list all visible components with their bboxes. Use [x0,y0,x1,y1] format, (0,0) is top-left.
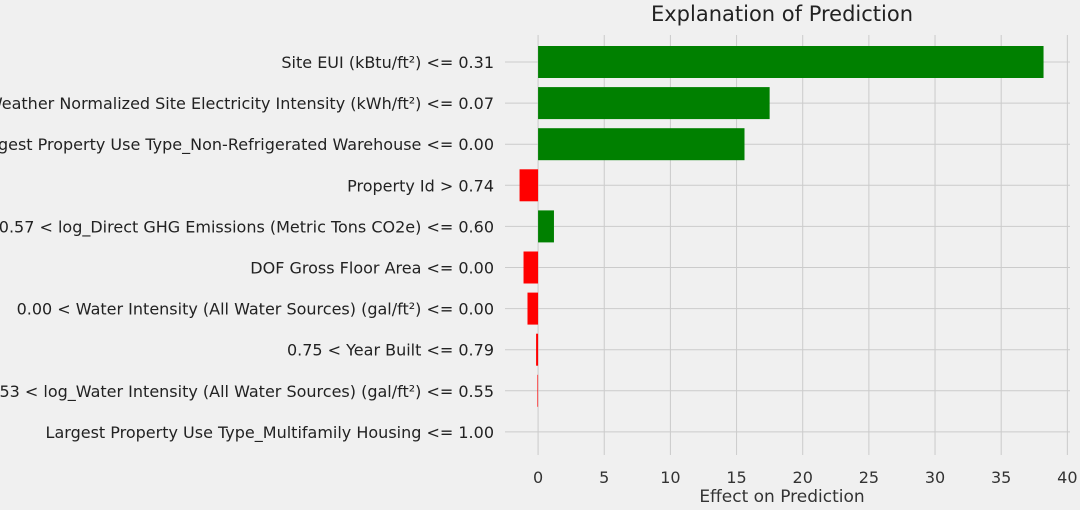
bar [537,374,539,407]
x-tick-label: 40 [1057,468,1077,487]
chart-title: Explanation of Prediction [651,2,913,26]
x-tick-label: 15 [726,468,746,487]
bar [538,128,745,161]
category-label: 0.57 < log_Direct GHG Emissions (Metric … [0,217,494,237]
bar [527,292,539,325]
bar [538,210,554,243]
bar [538,87,770,120]
bar [538,46,1044,78]
x-tick-labels: 0 5 10 15 20 25 30 35 40 [533,468,1078,487]
x-tick-label: 25 [859,468,879,487]
x-axis-label: Effect on Prediction [699,487,864,507]
category-label: 0.53 < log_Water Intensity (All Water So… [0,382,494,402]
category-labels: Site EUI (kBtu/ft²) <= 0.31 Weather Norma… [0,53,494,443]
bar [519,169,539,202]
category-label: 0.00 < Water Intensity (All Water Source… [17,300,494,319]
x-tick-label: 10 [660,468,680,487]
bar [536,333,539,366]
category-label: Property Id > 0.74 [347,176,494,195]
x-tick-label: 30 [925,468,945,487]
category-label: DOF Gross Floor Area <= 0.00 [250,259,494,278]
category-label: Weather Normalized Site Electricity Inte… [0,94,494,113]
x-tick-label: 35 [991,468,1011,487]
category-label: Site EUI (kBtu/ft²) <= 0.31 [281,53,494,72]
x-tick-label: 5 [599,468,609,487]
x-tick-label: 20 [793,468,813,487]
x-tick-label: 0 [533,468,543,487]
category-label: Largest Property Use Type_Non-Refrigerat… [0,135,494,155]
category-label: Largest Property Use Type_Multifamily Ho… [46,423,494,443]
category-label: 0.75 < Year Built <= 0.79 [287,341,494,360]
bar-layer [519,46,1044,407]
bar [523,251,539,284]
